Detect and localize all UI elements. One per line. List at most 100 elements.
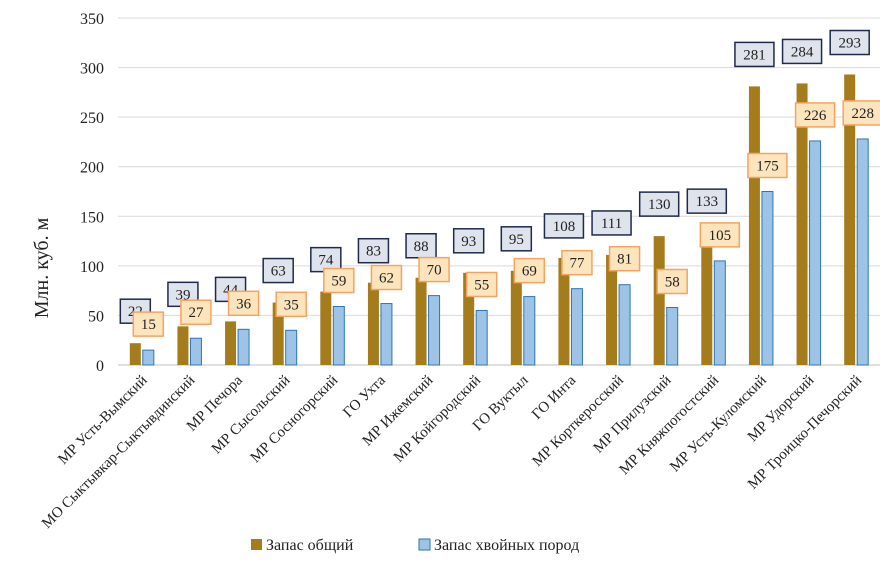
- bar-conifer: [856, 138, 869, 366]
- category-label: МР Койгородский: [391, 373, 484, 466]
- bar-total: [272, 302, 284, 365]
- legend-swatch-total: [251, 539, 262, 550]
- bar-conifer: [809, 140, 822, 366]
- bar-conifer: [570, 288, 583, 366]
- category-label: МР Усть-Вымский: [55, 373, 150, 468]
- y-tick-label: 200: [80, 160, 104, 177]
- y-tick-label: 350: [80, 11, 104, 28]
- legend: Запас общий Запас хвойных пород: [251, 537, 579, 554]
- bar-conifer: [475, 309, 488, 366]
- bar-conifer: [618, 284, 631, 366]
- data-label-total: 111: [601, 216, 622, 232]
- bar-total: [320, 291, 332, 365]
- data-label-box-conifer: [747, 152, 788, 179]
- data-label-conifer: 69: [522, 264, 537, 280]
- data-label-box-conifer: [842, 100, 880, 126]
- bar-conifer: [237, 328, 250, 366]
- data-label-conifer: 77: [569, 256, 585, 272]
- data-label-conifer: 55: [474, 277, 489, 293]
- bar-conifer: [380, 303, 393, 366]
- bar-conifer: [332, 306, 345, 366]
- legend-label-conifer: Запас хвойных пород: [434, 537, 579, 554]
- legend-label-total: Запас общий: [266, 537, 354, 554]
- data-label-box-total: [829, 29, 870, 56]
- category-label: МР Сосногорский: [248, 373, 342, 467]
- data-label-box-total: [638, 191, 680, 217]
- data-label-conifer: 36: [236, 296, 252, 312]
- bars: [129, 74, 869, 366]
- bar-total: [510, 270, 522, 365]
- bar-total: [463, 272, 475, 365]
- bar-total: [177, 326, 189, 365]
- data-label-box-total: [591, 210, 632, 236]
- data-label-total: 284: [791, 44, 814, 60]
- data-label-box-conifer: [323, 267, 355, 294]
- bar-total: [748, 86, 760, 365]
- y-tick-label: 100: [80, 259, 104, 276]
- data-label-conifer: 15: [141, 317, 156, 333]
- data-label-total: 281: [743, 47, 766, 63]
- data-label-box-conifer: [370, 264, 403, 291]
- bar-total: [129, 343, 141, 365]
- data-label-box-conifer: [180, 299, 212, 325]
- bar-total: [225, 321, 237, 365]
- data-label-total: 95: [509, 232, 524, 248]
- y-tick-label: 50: [88, 308, 104, 325]
- data-label-total: 108: [553, 219, 576, 235]
- bar-conifer: [189, 337, 202, 366]
- data-label-conifer: 59: [331, 274, 346, 290]
- bar-total: [796, 83, 808, 365]
- y-tick-label: 150: [80, 209, 104, 226]
- data-label-box-conifer: [608, 245, 641, 272]
- data-label-box-total: [310, 246, 342, 273]
- data-label-box-total: [734, 41, 775, 68]
- data-label-total: 93: [461, 234, 476, 250]
- category-label: ГО Ухта: [340, 372, 389, 421]
- data-label-box-conifer: [418, 256, 450, 283]
- data-label-box-total: [543, 213, 585, 239]
- data-label-total: 39: [175, 287, 190, 303]
- category-label: МР Корткеросский: [530, 373, 627, 470]
- bar-conifer: [142, 349, 155, 366]
- data-label-conifer: 226: [804, 108, 827, 124]
- data-label-total: 63: [271, 264, 286, 280]
- bar-conifer: [285, 329, 298, 366]
- bar-total: [606, 254, 618, 365]
- data-label-box-conifer: [465, 271, 498, 298]
- bar-conifer: [523, 296, 536, 366]
- y-tick-label: 0: [96, 358, 104, 375]
- data-label-conifer: 27: [188, 305, 204, 321]
- data-label-box-total: [357, 237, 390, 264]
- y-tick-label: 300: [80, 61, 104, 78]
- bar-conifer: [428, 295, 441, 366]
- data-label-total: 83: [366, 244, 381, 260]
- data-label-box-total: [405, 233, 437, 259]
- data-label-conifer: 228: [851, 106, 874, 122]
- data-label-conifer: 62: [379, 271, 394, 287]
- bar-conifer: [666, 306, 679, 366]
- data-label-conifer: 58: [665, 274, 680, 290]
- data-label-box-total: [686, 188, 728, 214]
- data-label-box-conifer: [132, 311, 165, 337]
- bar-total: [844, 74, 856, 366]
- y-axis: 0 50 100 150 200 250 300 350: [80, 11, 104, 375]
- bar-conifer: [761, 191, 774, 366]
- bar-total: [701, 233, 713, 365]
- legend-swatch-conifer: [418, 538, 431, 551]
- data-label-box-total: [500, 226, 533, 252]
- data-label-box-conifer: [275, 291, 307, 318]
- data-label-total: 88: [414, 239, 429, 255]
- data-label-box-total: [452, 228, 485, 254]
- data-label-box-conifer: [699, 222, 741, 248]
- data-label-box-conifer: [513, 257, 546, 284]
- data-label-conifer: 70: [427, 263, 442, 279]
- data-label-total: 74: [318, 253, 334, 269]
- data-label-conifer: 35: [284, 297, 299, 313]
- data-label-conifer: 105: [709, 228, 732, 244]
- bar-total: [367, 282, 379, 365]
- data-label-box-conifer: [227, 290, 260, 317]
- data-labels: 2215392744366335745983628870935595691087…: [119, 29, 880, 337]
- data-label-box-conifer: [656, 268, 688, 295]
